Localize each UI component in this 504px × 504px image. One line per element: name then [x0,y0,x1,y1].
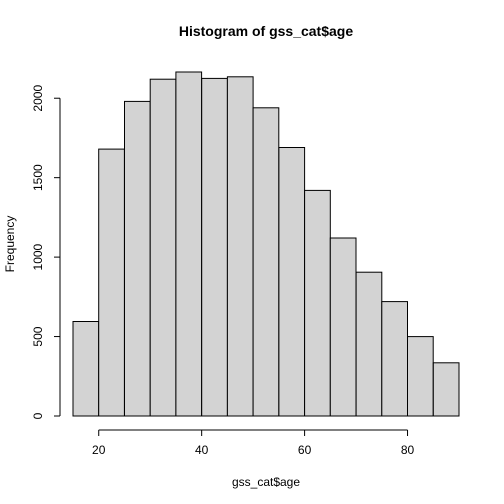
histogram-bar-30-35 [149,78,177,417]
histogram-bar-60-65 [304,189,331,417]
y-tick-label-0: 0 [31,412,45,419]
x-tick-label-60: 60 [298,443,312,457]
histogram-bar-80-85 [407,336,434,417]
histogram-bar-85-90 [432,362,460,417]
y-tick-label-1500: 1500 [31,164,45,191]
chart-title: Histogram of gss_cat$age [179,23,353,39]
histogram-bar-40-45 [201,77,228,417]
histogram-bar-45-50 [226,76,254,417]
x-tick-label-20: 20 [92,443,106,457]
x-axis: 20 40 60 80 [92,429,415,457]
x-axis-label: gss_cat$age [232,475,300,489]
y-tick-label-1000: 1000 [31,243,45,270]
bars-group [72,71,460,417]
histogram-bar-25-30 [124,100,151,417]
histogram-bar-20-25 [98,148,125,417]
histogram-bar-55-60 [278,147,306,417]
y-tick-label-2000: 2000 [31,85,45,112]
histogram-bar-50-55 [252,107,280,417]
histogram-bar-35-40 [175,71,203,417]
x-tick-label-40: 40 [195,443,209,457]
y-axis: 0 500 1000 1500 2000 [31,85,61,419]
y-tick-label-500: 500 [31,326,45,346]
histogram-bar-75-80 [381,301,408,417]
histogram-bar-15-20 [72,321,100,417]
y-axis-label: Frequency [3,216,17,273]
histogram-bar-65-70 [329,237,357,417]
x-tick-label-80: 80 [401,443,415,457]
histogram-bar-70-75 [355,271,383,417]
